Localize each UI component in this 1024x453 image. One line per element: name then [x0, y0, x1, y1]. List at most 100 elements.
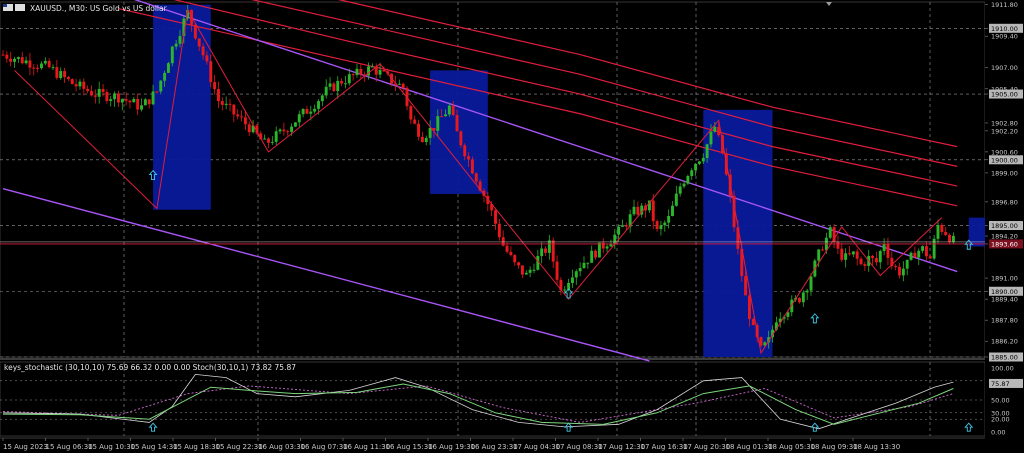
candle[interactable] — [501, 237, 505, 246]
candle[interactable] — [901, 268, 905, 276]
candle[interactable] — [624, 225, 628, 227]
candle[interactable] — [86, 88, 90, 92]
candle[interactable] — [686, 175, 690, 184]
candle[interactable] — [674, 193, 678, 206]
candle[interactable] — [332, 83, 336, 92]
candle[interactable] — [282, 129, 286, 132]
candle[interactable] — [116, 93, 120, 103]
candle[interactable] — [663, 222, 667, 226]
candle[interactable] — [821, 249, 825, 251]
supply-demand-zone[interactable] — [153, 4, 211, 210]
candle[interactable] — [393, 83, 397, 85]
candle[interactable] — [197, 38, 201, 47]
candle[interactable] — [701, 157, 705, 162]
candle[interactable] — [613, 234, 617, 244]
candle[interactable] — [328, 83, 332, 87]
candle[interactable] — [74, 84, 78, 87]
candle[interactable] — [343, 83, 347, 85]
candle[interactable] — [397, 83, 401, 85]
candle[interactable] — [590, 250, 594, 263]
candle[interactable] — [382, 69, 386, 72]
candle[interactable] — [570, 277, 574, 283]
candle[interactable] — [374, 66, 378, 75]
supply-demand-zone[interactable] — [430, 70, 488, 194]
candle[interactable] — [621, 225, 624, 227]
candle[interactable] — [497, 223, 501, 238]
candle[interactable] — [871, 255, 875, 259]
candle[interactable] — [70, 79, 74, 85]
trend-channel-line[interactable] — [3, 0, 958, 273]
candle[interactable] — [113, 93, 117, 100]
candle[interactable] — [5, 54, 9, 59]
candle[interactable] — [178, 36, 182, 44]
candle[interactable] — [547, 240, 551, 253]
candle[interactable] — [848, 253, 851, 255]
candle[interactable] — [721, 135, 724, 154]
candle[interactable] — [228, 103, 232, 105]
buy-arrow-icon[interactable] — [148, 169, 158, 181]
candle[interactable] — [359, 68, 363, 75]
candle[interactable] — [809, 276, 813, 291]
candle[interactable] — [28, 60, 32, 68]
candle[interactable] — [617, 226, 621, 235]
candle[interactable] — [597, 242, 601, 258]
candle[interactable] — [136, 98, 140, 110]
candle[interactable] — [82, 81, 86, 89]
candle[interactable] — [270, 141, 274, 143]
candle[interactable] — [855, 251, 859, 259]
candle[interactable] — [517, 262, 521, 266]
candle[interactable] — [932, 238, 936, 259]
candle[interactable] — [232, 104, 236, 115]
candle[interactable] — [1, 54, 5, 56]
candle[interactable] — [705, 144, 709, 158]
candle[interactable] — [771, 329, 774, 338]
candle[interactable] — [409, 106, 413, 120]
candle[interactable] — [882, 243, 886, 252]
candle[interactable] — [459, 131, 463, 146]
candle[interactable] — [767, 337, 771, 343]
candle[interactable] — [90, 91, 93, 96]
candle[interactable] — [63, 71, 67, 78]
candle[interactable] — [13, 58, 17, 62]
candle[interactable] — [151, 91, 155, 105]
candle[interactable] — [505, 245, 509, 252]
candle[interactable] — [744, 276, 748, 296]
candle[interactable] — [36, 67, 40, 69]
candle[interactable] — [909, 252, 913, 260]
candle[interactable] — [790, 299, 794, 313]
candle[interactable] — [905, 259, 909, 269]
candle[interactable] — [386, 71, 390, 74]
candle[interactable] — [182, 18, 186, 37]
candle[interactable] — [778, 318, 782, 323]
candle[interactable] — [309, 111, 313, 114]
candle[interactable] — [874, 258, 878, 263]
candle[interactable] — [805, 290, 809, 293]
zigzag-line[interactable] — [14, 8, 943, 355]
moving-average-line[interactable] — [118, 0, 958, 148]
candle[interactable] — [694, 163, 698, 171]
stoch-arrow-icon[interactable] — [810, 422, 820, 432]
candle[interactable] — [124, 99, 128, 101]
candle[interactable] — [247, 124, 251, 133]
candle[interactable] — [313, 108, 317, 112]
candle[interactable] — [647, 200, 651, 211]
candle[interactable] — [636, 206, 640, 215]
candle[interactable] — [363, 74, 367, 76]
candle[interactable] — [290, 126, 294, 132]
candle[interactable] — [40, 63, 43, 69]
candle[interactable] — [713, 126, 717, 132]
candle[interactable] — [451, 105, 455, 116]
candle[interactable] — [236, 114, 240, 117]
candle[interactable] — [520, 265, 524, 275]
candle[interactable] — [740, 248, 744, 277]
candle[interactable] — [78, 81, 82, 87]
candle[interactable] — [32, 67, 36, 69]
candle[interactable] — [786, 312, 790, 317]
candle[interactable] — [605, 246, 609, 249]
candle[interactable] — [224, 103, 228, 105]
candle[interactable] — [509, 251, 513, 256]
candle[interactable] — [209, 61, 213, 83]
candle[interactable] — [709, 131, 713, 145]
